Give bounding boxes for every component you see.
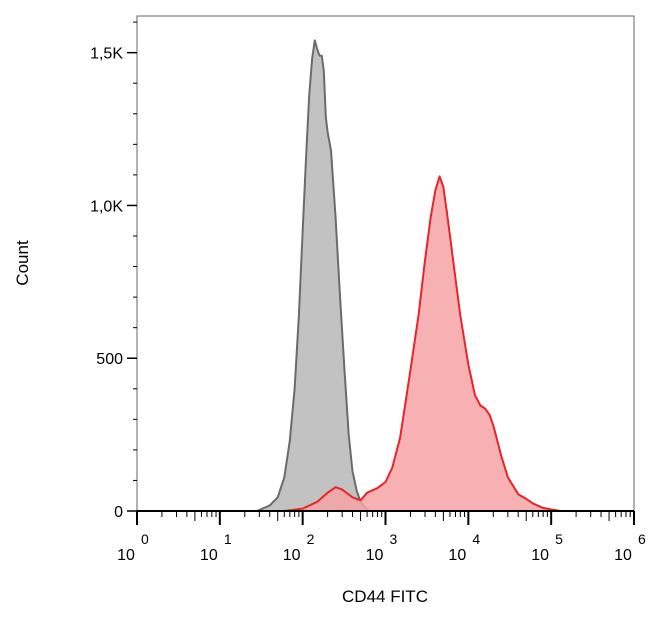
x-tick-exponent: 1 [224, 531, 232, 547]
x-tick-exponent: 3 [390, 531, 398, 547]
x-axis-title: CD44 FITC [342, 587, 428, 606]
series-layer [137, 39, 634, 512]
x-tick-base: 10 [117, 547, 135, 564]
series-line-1 [137, 39, 634, 512]
x-tick-exponent: 0 [141, 531, 149, 547]
y-tick-label: 500 [96, 351, 123, 368]
x-tick-exponent: 5 [555, 531, 563, 547]
series-line-2 [137, 175, 634, 512]
x-tick-base: 10 [366, 547, 384, 564]
x-tick-base: 10 [531, 547, 549, 564]
x-tick-base: 10 [283, 547, 301, 564]
y-axis-title: Count [13, 240, 32, 286]
plot-frame [136, 15, 635, 512]
y-tick-label: 1,0K [90, 198, 123, 215]
x-tick-base: 10 [614, 547, 632, 564]
x-tick-exponent: 4 [472, 531, 480, 547]
x-tick-exponent: 6 [638, 531, 646, 547]
x-tick-base: 10 [448, 547, 466, 564]
axes-layer: 0 500 1,0K 1,5K 10 0 10 1 10 2 10 3 10 4 10 5 10 6 [90, 21, 646, 564]
y-tick-label: 0 [114, 504, 123, 521]
y-tick-label: 1,5K [90, 46, 123, 63]
x-tick-base: 10 [200, 547, 218, 564]
x-tick-exponent: 2 [307, 531, 315, 547]
